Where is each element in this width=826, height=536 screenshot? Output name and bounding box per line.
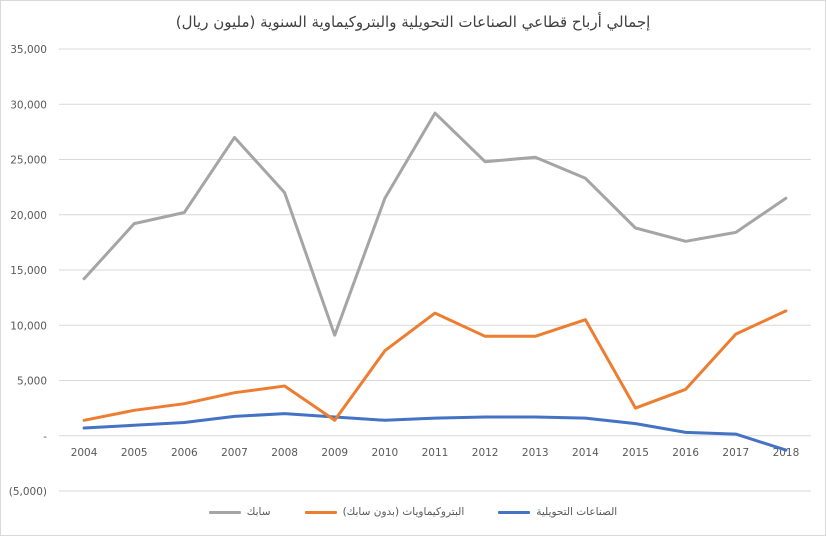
chart-title: إجمالي أرباح قطاعي الصناعات التحويلية وا… [175,13,651,31]
x-tick-label: 2017 [722,447,749,459]
x-tick-label: 2009 [321,447,348,459]
legend-swatch [304,510,337,514]
legend-swatch [498,510,531,514]
y-tick-label: 15,000 [10,265,47,277]
legend-item: البتروكيماويات (بدون سابك) [304,506,465,518]
y-tick-label: 35,000 [10,44,47,56]
x-tick-label: 2014 [572,447,599,459]
y-axis-tick-labels: (5,000) - 5,000 10,000 15,000 20,000 25,000 30,… [9,44,47,498]
x-tick-label: 2007 [221,447,248,459]
x-tick-label: 2015 [622,447,649,459]
y-tick-label: (5,000) [9,486,47,498]
y-tick-label: 25,000 [10,155,47,167]
x-tick-label: 2005 [121,447,148,459]
legend-swatch [208,510,241,514]
x-tick-label: 2006 [171,447,198,459]
y-tick-label: 10,000 [10,320,47,332]
legend-item: الصناعات التحويلية [498,506,617,518]
y-tick-label: 20,000 [10,210,47,222]
x-tick-label: 2013 [522,447,549,459]
gridlines [59,48,811,492]
x-tick-label: 2018 [773,447,800,459]
legend-label: الصناعات التحويلية [536,506,618,518]
x-tick-label: 2008 [271,447,298,459]
series-line-0 [82,412,788,452]
y-tick-label: - [43,431,47,443]
y-tick-label: 5,000 [17,376,47,388]
y-tick-label: 30,000 [10,99,47,111]
x-tick-label: 2011 [422,447,449,459]
series-line-1 [82,309,788,422]
series-line-2 [82,111,788,337]
legend-item: سابك [208,506,271,518]
legend-label: البتروكيماويات (بدون سابك) [342,506,465,518]
legend-label: سابك [246,506,271,518]
series-lines [82,111,788,452]
x-tick-label: 2010 [371,447,398,459]
x-axis-tick-labels: 2004 2005 2006 2007 2008 2009 2010 2011 2012 2013… [71,447,800,459]
legend: الصناعات التحويلية البتروكيماويات (بدون س… [1,506,825,518]
x-tick-label: 2012 [472,447,499,459]
x-tick-label: 2016 [672,447,699,459]
x-tick-label: 2004 [71,447,98,459]
